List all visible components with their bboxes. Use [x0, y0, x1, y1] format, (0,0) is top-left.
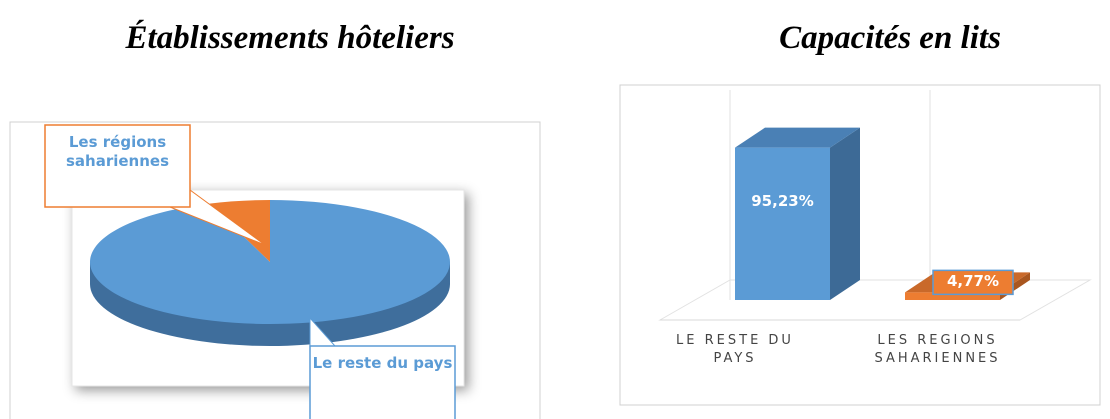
slice-label: Le reste du pays	[312, 354, 453, 372]
bar-value: 4,77%	[946, 272, 1000, 291]
bar	[735, 147, 830, 300]
bar-top	[735, 127, 860, 148]
callout-box	[44, 124, 191, 208]
callout-box	[309, 345, 456, 419]
x-tick-label: LE RESTE DU PAYS	[676, 333, 794, 366]
chart-title: Établissements hôteliers	[125, 20, 455, 56]
chart-title: Capacités en lits	[779, 20, 1001, 56]
slice-label: Les régions sahariennes	[65, 133, 170, 170]
x-tick-label: LES REGIONS SAHARIENNES	[874, 333, 1001, 366]
label-box	[932, 269, 1014, 296]
pie-slice	[90, 200, 451, 324]
bar-side	[830, 127, 860, 300]
bar-value: 95,23%	[751, 191, 814, 210]
bar	[905, 292, 1000, 300]
